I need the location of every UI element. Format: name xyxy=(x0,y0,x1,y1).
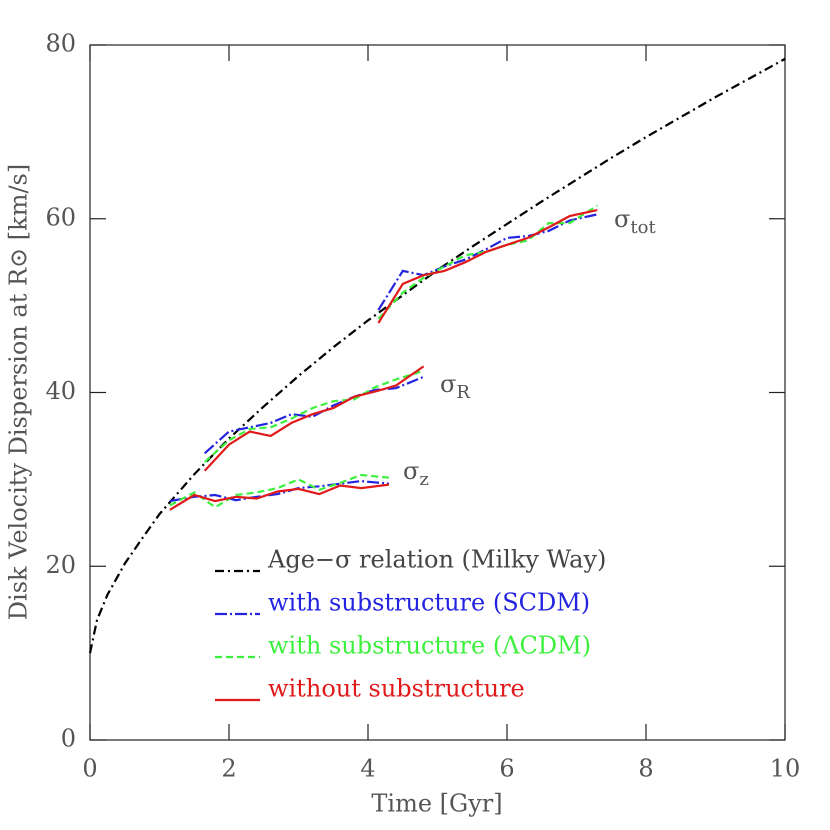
x-tick-label: 4 xyxy=(360,755,375,783)
y-tick-label: 0 xyxy=(61,725,76,753)
series-line xyxy=(169,204,598,509)
series-line xyxy=(169,213,598,503)
annotation: σR xyxy=(440,370,470,404)
series-line xyxy=(169,209,598,511)
annotation: σz xyxy=(403,457,429,491)
annotation-sub: R xyxy=(456,382,470,403)
legend-label: Age−σ relation (Milky Way) xyxy=(267,546,606,574)
y-tick-label: 80 xyxy=(45,30,76,58)
annotation: σtot xyxy=(614,205,656,239)
legend-label: with substructure (ΛCDM) xyxy=(268,632,591,660)
x-tick-label: 2 xyxy=(221,755,236,783)
annotation-symbol: σ xyxy=(614,205,630,233)
annotation-sub: tot xyxy=(630,217,656,238)
y-axis-label: Disk Velocity Dispersion at R⊙ [km/s] xyxy=(5,164,33,620)
series-line xyxy=(88,57,786,654)
annotation-symbol: σ xyxy=(403,457,419,485)
x-tick-label: 8 xyxy=(638,755,653,783)
annotation-sub: z xyxy=(419,469,428,490)
annotation-symbol: σ xyxy=(440,370,456,398)
y-tick-label: 40 xyxy=(45,377,76,405)
x-tick-label: 0 xyxy=(82,755,97,783)
x-tick-label: 10 xyxy=(770,755,801,783)
y-tick-label: 60 xyxy=(45,203,76,231)
x-tick-label: 6 xyxy=(499,755,514,783)
y-tick-label: 20 xyxy=(45,551,76,579)
legend-label: with substructure (SCDM) xyxy=(268,589,590,617)
legend-label: without substructure xyxy=(268,675,525,703)
x-axis-label: Time [Gyr] xyxy=(371,790,502,818)
